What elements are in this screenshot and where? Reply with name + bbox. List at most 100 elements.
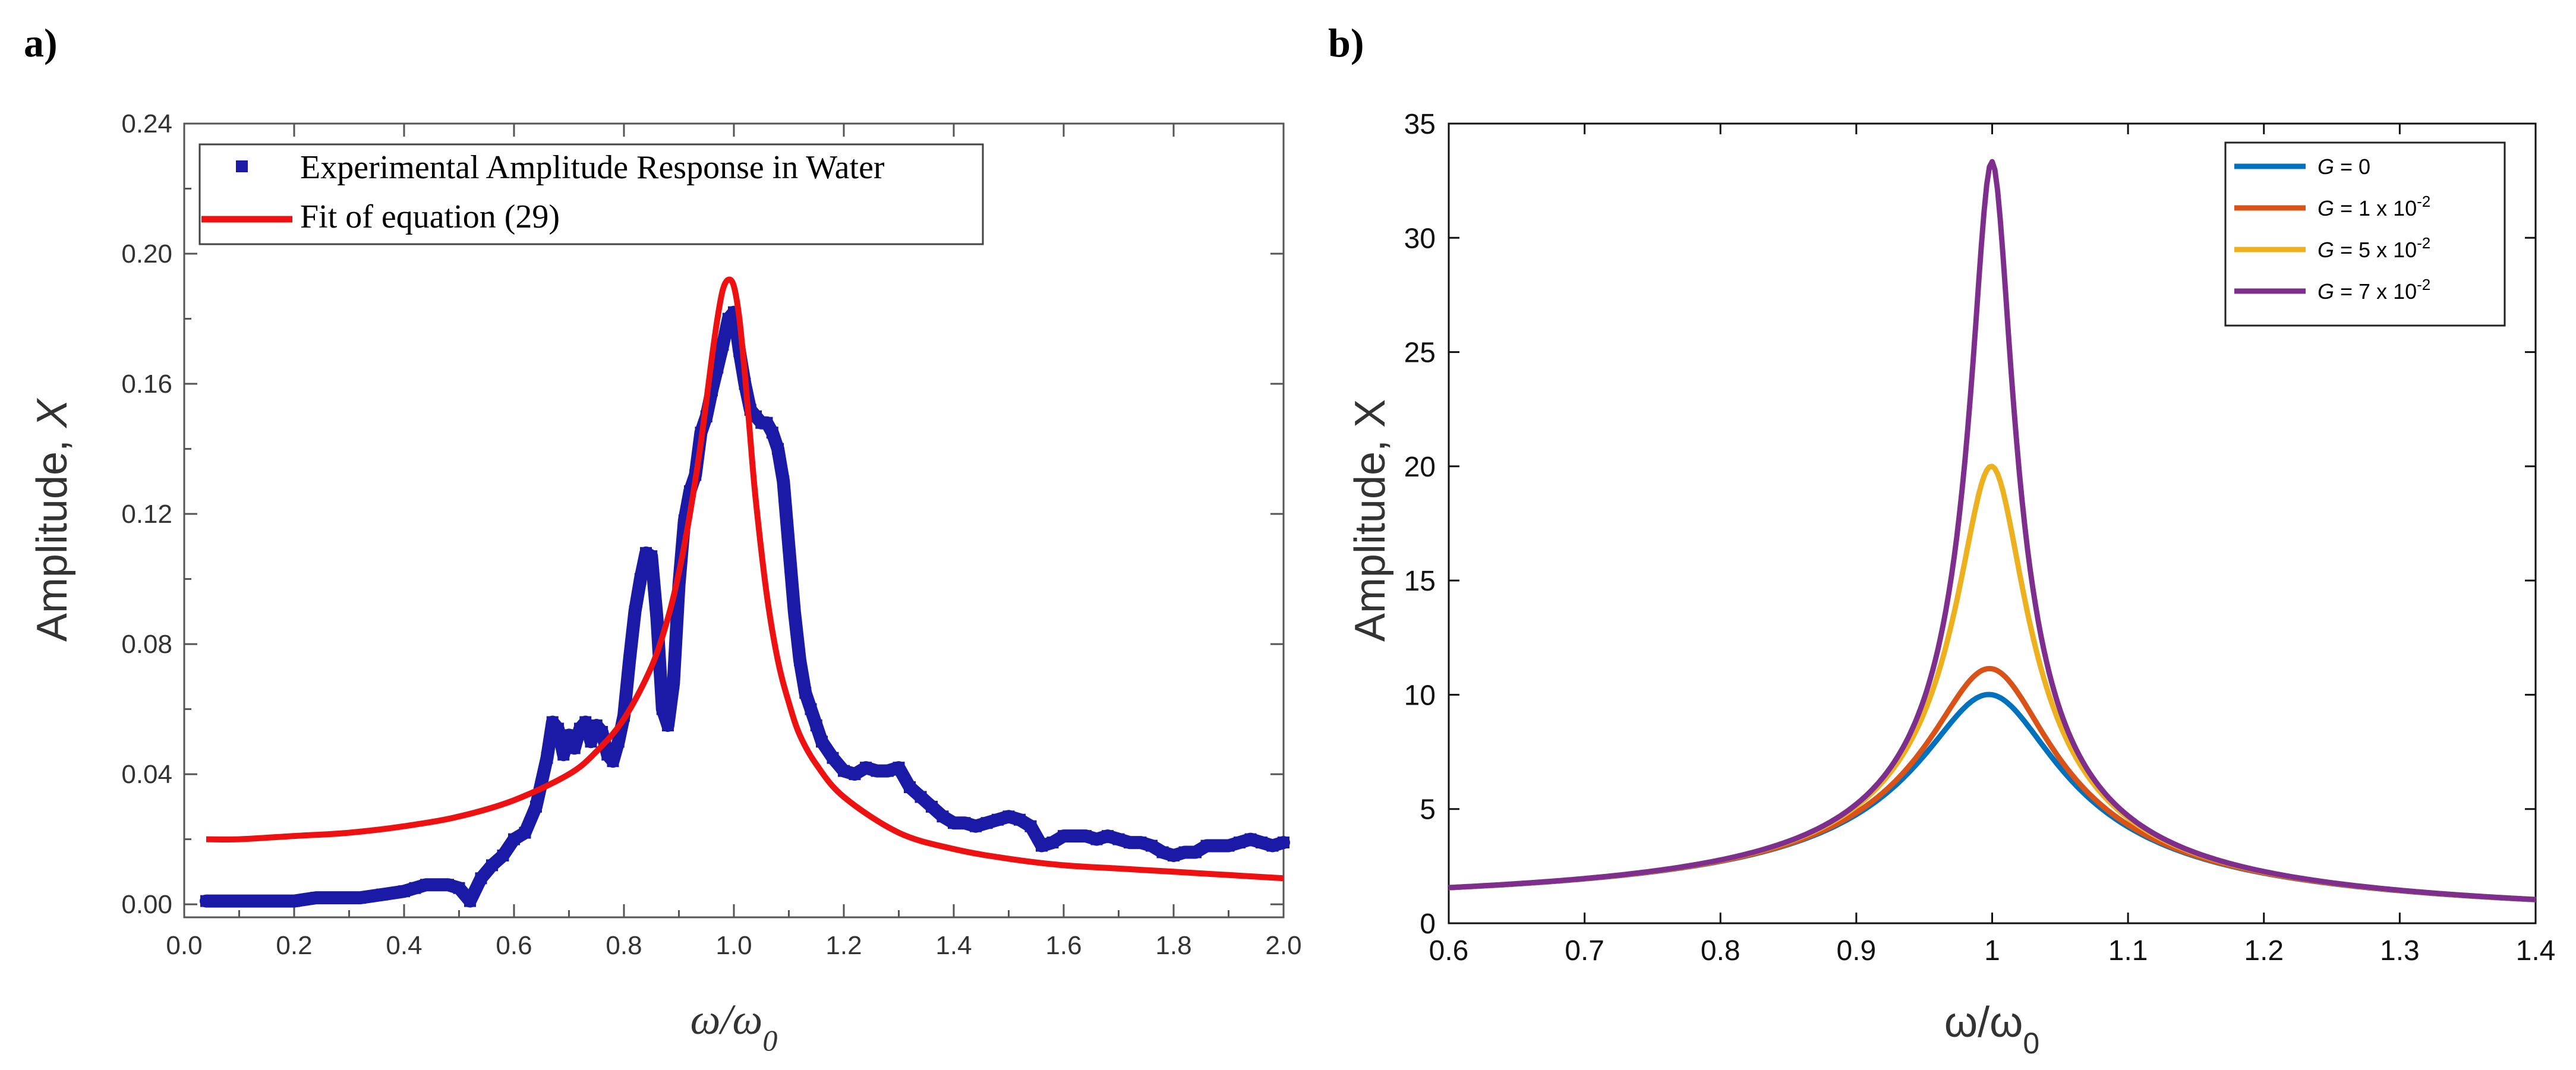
x-tick-label: 0.2 bbox=[276, 931, 312, 960]
x-tick-label: 1.2 bbox=[825, 931, 862, 960]
experimental-point bbox=[645, 550, 658, 563]
experimental-point bbox=[530, 800, 542, 813]
experimental-point bbox=[662, 719, 674, 731]
x-tick-label: 1.6 bbox=[1045, 931, 1082, 960]
experimental-point bbox=[1090, 833, 1103, 845]
experimental-point bbox=[805, 703, 817, 715]
y-tick-label: 0.08 bbox=[121, 630, 172, 659]
experimental-point bbox=[717, 339, 729, 351]
x-tick-label: 1.8 bbox=[1155, 931, 1191, 960]
y-tick-label: 0.00 bbox=[121, 890, 172, 919]
experimental-point bbox=[266, 895, 278, 907]
experimental-point bbox=[651, 612, 663, 624]
panel-b-legend-box bbox=[2224, 141, 2506, 327]
experimental-point bbox=[310, 892, 322, 904]
experimental-point bbox=[777, 475, 790, 488]
experimental-point bbox=[827, 752, 839, 764]
x-tick-label: 1.2 bbox=[2244, 935, 2284, 967]
x-tick-label: 2.0 bbox=[1265, 931, 1301, 960]
experimental-point bbox=[596, 725, 608, 738]
experimental-point bbox=[970, 820, 982, 832]
experimental-point bbox=[783, 540, 795, 553]
panel-b-y-tick-labels: 0 5 10 15 20 25 30 35 bbox=[1404, 109, 1436, 940]
experimental-point bbox=[1024, 820, 1037, 832]
legend-label: G = 0 bbox=[2318, 154, 2370, 179]
experimental-point bbox=[1046, 837, 1059, 849]
panel-a-legend-box bbox=[198, 143, 984, 245]
experimental-point bbox=[1134, 837, 1147, 849]
experimental-point bbox=[420, 879, 432, 891]
experimental-point bbox=[398, 885, 410, 898]
fit-line bbox=[206, 276, 1284, 882]
experimental-point bbox=[442, 879, 454, 891]
experimental-point bbox=[926, 800, 938, 813]
experimental-point bbox=[1222, 839, 1235, 852]
legend-label-fit: Fit of equation (29) bbox=[300, 198, 560, 235]
experimental-point bbox=[1002, 810, 1015, 823]
y-tick-label: 30 bbox=[1404, 223, 1436, 254]
y-tick-label: 25 bbox=[1404, 337, 1436, 369]
series-line bbox=[1448, 692, 2536, 902]
x-tick-label: 1.0 bbox=[715, 931, 752, 960]
experimental-point bbox=[1178, 846, 1191, 858]
experimental-point bbox=[1014, 813, 1026, 826]
experimental-point bbox=[1244, 833, 1257, 845]
experimental-point bbox=[816, 736, 828, 748]
panel-a-series bbox=[200, 276, 1290, 908]
x-tick-label: 0.8 bbox=[606, 931, 642, 960]
x-tick-label: 0.8 bbox=[1701, 935, 1741, 967]
experimental-point bbox=[288, 895, 300, 907]
experimental-point bbox=[656, 703, 669, 715]
experimental-point bbox=[1156, 846, 1169, 858]
y-tick-label: 0.16 bbox=[121, 370, 172, 399]
experimental-point bbox=[222, 895, 234, 907]
experimental-point bbox=[1102, 830, 1114, 842]
experimental-point bbox=[1168, 849, 1180, 861]
panel-a-legend: Experimental Amplitude Response in Water… bbox=[198, 143, 984, 245]
experimental-point bbox=[992, 813, 1004, 826]
experimental-point bbox=[585, 736, 597, 748]
legend-label: G = 1 x 10-2 bbox=[2318, 192, 2430, 220]
experimental-point bbox=[871, 765, 883, 777]
y-tick-label: 10 bbox=[1404, 680, 1436, 711]
experimental-point bbox=[475, 872, 487, 885]
y-tick-label: 0.12 bbox=[121, 500, 172, 529]
experimental-point bbox=[623, 654, 636, 667]
experimental-point bbox=[557, 749, 570, 761]
y-tick-label: 15 bbox=[1404, 566, 1436, 597]
y-tick-label: 20 bbox=[1404, 452, 1436, 483]
experimental-point bbox=[1256, 837, 1267, 849]
experimental-point bbox=[354, 892, 366, 904]
panel-b-plot-frame bbox=[1448, 122, 2537, 924]
experimental-point bbox=[431, 879, 443, 891]
experimental-point bbox=[607, 755, 619, 768]
series-line bbox=[1448, 463, 2536, 902]
experimental-point bbox=[409, 882, 421, 894]
experimental-point bbox=[893, 762, 905, 774]
experimental-point bbox=[882, 765, 894, 777]
experimental-point bbox=[711, 361, 724, 374]
x-tick-label: 1.4 bbox=[935, 931, 972, 960]
experimental-point bbox=[1124, 837, 1136, 849]
x-tick-label: 1.3 bbox=[2380, 935, 2420, 967]
experimental-point bbox=[766, 427, 778, 439]
y-tick-label: 0.20 bbox=[121, 239, 172, 269]
panel-a-x-tick-labels: 0.0 0.2 0.4 0.6 0.8 1.0 1.2 1.4 1.6 1.8 2.0 bbox=[166, 931, 1301, 960]
panel-a-label: a) bbox=[24, 20, 58, 65]
experimental-point bbox=[1146, 839, 1158, 852]
panel-a-x-axis-label: ω/ω0 bbox=[690, 996, 778, 1057]
experimental-point bbox=[634, 573, 647, 585]
x-tick-label: 1 bbox=[1984, 935, 2000, 967]
panel-a: a) 0.0 0.2 0.4 0.6 0.8 1.0 1.2 1.4 1.6 1.8 2.0 0.0… bbox=[24, 20, 1302, 1057]
experimental-point bbox=[958, 817, 971, 829]
y-tick-label: 0.04 bbox=[121, 760, 172, 789]
experimental-point bbox=[563, 729, 575, 741]
experimental-point bbox=[794, 654, 806, 667]
y-tick-label: 0.24 bbox=[121, 109, 172, 138]
experimental-point bbox=[629, 605, 641, 618]
panel-b-x-axis-label: ω/ω0 bbox=[1944, 999, 2039, 1060]
legend-marker-experimental bbox=[236, 160, 248, 172]
x-tick-label: 0.6 bbox=[496, 931, 532, 960]
experimental-point bbox=[1278, 837, 1289, 849]
x-tick-label: 0.7 bbox=[1565, 935, 1604, 967]
